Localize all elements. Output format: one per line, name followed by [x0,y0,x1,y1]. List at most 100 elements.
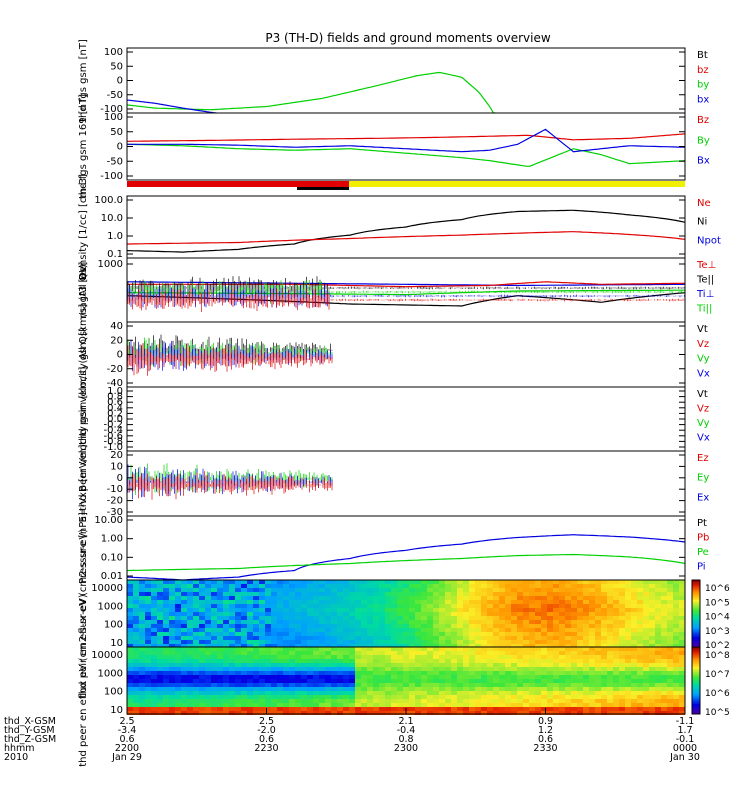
spectrogram-cell [343,707,349,711]
spectrogram-cell [427,671,433,675]
spectrogram-cell [331,667,337,671]
spectrogram-cell [241,636,247,640]
spectrogram-cell [475,608,481,612]
spectrogram-cell [265,604,271,608]
spectrogram-cell [241,675,247,679]
spectrogram-cell [151,651,157,655]
spectrogram-cell [145,655,151,659]
spectrogram-cell [601,612,607,616]
spectrogram-cell [607,703,613,707]
spectrogram-cell [499,636,505,640]
spectrogram-cell [379,663,385,667]
spectrogram-cell [589,679,595,683]
spectrogram-cell [397,703,403,707]
spectrogram-cell [631,699,637,703]
spectrogram-cell [511,632,517,636]
panel-frame [126,450,686,517]
spectrogram-cell [259,671,265,675]
spectrogram-cell [403,659,409,663]
spectrogram-cell [229,580,235,584]
colorbar-cell [692,596,700,599]
spectrogram-cell [127,620,133,624]
spectrogram-cell [433,675,439,679]
spectrogram-cell [409,691,415,695]
spectrogram-cell [415,675,421,679]
spectrogram-cell [337,600,343,604]
spectrogram-cell [331,691,337,695]
spectrogram-cell [451,612,457,616]
spectrogram-cell [517,707,523,711]
spectrogram-cell [181,632,187,636]
spectrogram-cell [163,632,169,636]
spectrogram-cell [667,580,673,584]
spectrogram-cell [307,624,313,628]
spectrogram-cell [511,628,517,632]
spectrogram-cell [511,683,517,687]
y-tick-label: -0.4 [103,425,123,436]
spectrogram-cell [625,600,631,604]
spectrogram-cell [589,671,595,675]
spectrogram-cell [379,624,385,628]
colorbar-cell [692,598,700,601]
spectrogram-cell [613,604,619,608]
spectrogram-cell [289,695,295,699]
spectrogram-cell [565,636,571,640]
spectrogram-cell [199,703,205,707]
spectrogram-cell [541,592,547,596]
spectrogram-cell [493,707,499,711]
spectrogram-cell [355,703,361,707]
spectrogram-cell [211,679,217,683]
spectrogram-cell [205,695,211,699]
spectrogram-cell [481,596,487,600]
legend-Npot: Npot [697,235,721,246]
y-tick-label: 100 [104,112,123,123]
spectrogram-cell [421,675,427,679]
spectrogram-cell [379,675,385,679]
spectrogram-cell [547,584,553,588]
spectrogram-cell [223,703,229,707]
spectrogram-cell [325,651,331,655]
spectrogram-cell [229,711,235,715]
spectrogram-cell [649,667,655,671]
spectrogram-cell [325,659,331,663]
spectrogram-cell [463,608,469,612]
spectrogram-cell [403,691,409,695]
spectrogram-cell [361,699,367,703]
spectrogram-cell [535,592,541,596]
spectrogram-cell [463,675,469,679]
spectrogram-cell [433,624,439,628]
spectrogram-cell [553,600,559,604]
spectrogram-cell [667,679,673,683]
spectrogram-cell [619,604,625,608]
spectrogram-cell [259,584,265,588]
spectrogram-cell [511,651,517,655]
spectrogram-cell [337,608,343,612]
spectrogram-cell [235,683,241,687]
spectrogram-cell [343,592,349,596]
spectrogram-cell [457,703,463,707]
spectrogram-cell [175,612,181,616]
spectrogram-cell [127,604,133,608]
spectrogram-cell [397,620,403,624]
spectrogram-cell [151,663,157,667]
spectrogram-cell [451,608,457,612]
spectrogram-cell [187,616,193,620]
spectrogram-cell [325,699,331,703]
spectrogram-cell [571,636,577,640]
spectrogram-cell [301,711,307,715]
spectrogram-cell [679,612,685,616]
spectrogram-cell [139,671,145,675]
spectrogram-cell [463,695,469,699]
spectrogram-cell [319,659,325,663]
spectrogram-cell [493,644,499,648]
spectrogram-cell [229,699,235,703]
spectrogram-cell [385,687,391,691]
spectrogram-cell [193,580,199,584]
spectrogram-cell [475,616,481,620]
spectrogram-cell [433,580,439,584]
spectrogram-cell [475,695,481,699]
spectrogram-cell [313,628,319,632]
spectrogram-cell [673,636,679,640]
spectrogram-cell [355,655,361,659]
spectrogram-cell [655,644,661,648]
